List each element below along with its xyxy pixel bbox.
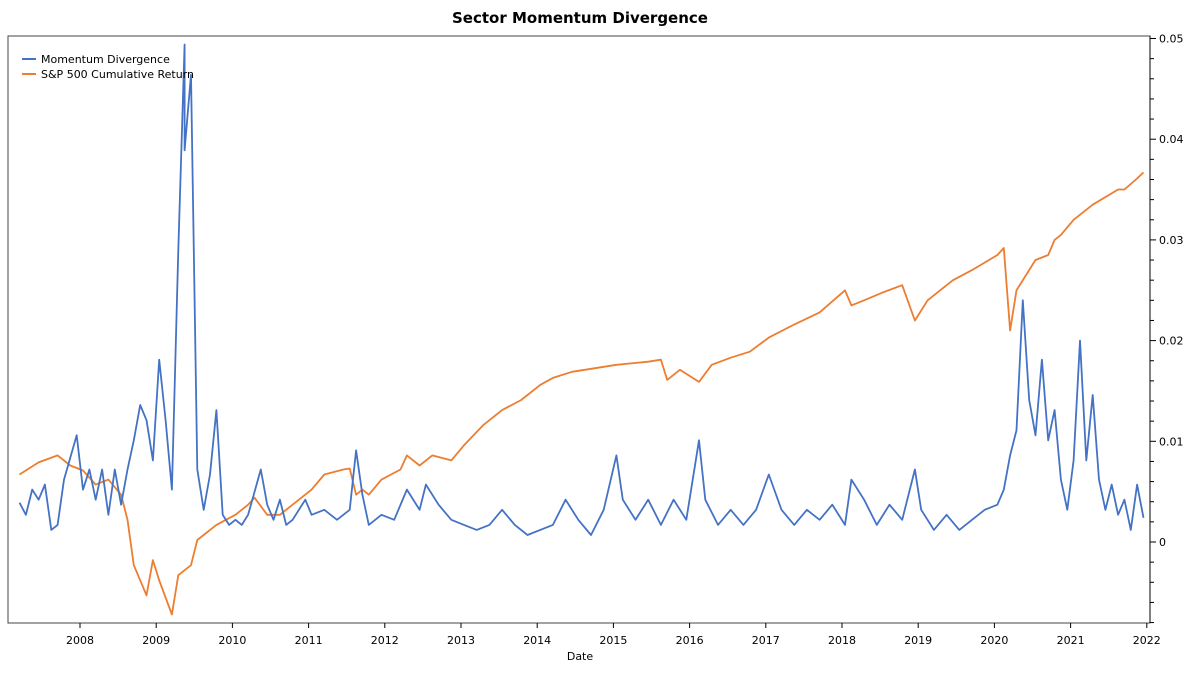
- y-tick-label: 0.01: [1159, 435, 1184, 448]
- y-axis: 0.05 0.04 0.03 0.02 0.01 0: [1149, 33, 1184, 624]
- x-tick-label: 2011: [295, 634, 323, 647]
- x-tick-label: 2013: [447, 634, 475, 647]
- x-tick-label: 2014: [523, 634, 551, 647]
- x-tick-label: 2017: [752, 634, 780, 647]
- x-tick-label: 2010: [218, 634, 246, 647]
- x-tick-label: 2018: [828, 634, 856, 647]
- x-tick-label: 2009: [142, 634, 170, 647]
- x-tick-label: 2008: [66, 634, 94, 647]
- y-tick-label: 0: [1159, 536, 1166, 549]
- series-line-momentum-divergence: [18, 43, 1145, 536]
- y-tick-label: 0.04: [1159, 133, 1184, 146]
- x-tick-label: 2022: [1133, 634, 1161, 647]
- chart-title: Sector Momentum Divergence: [452, 9, 708, 27]
- x-tick-label: 2016: [676, 634, 704, 647]
- legend: Momentum Divergence S&P 500 Cumulative Re…: [22, 53, 194, 81]
- series-line-s-p-500-cumulative-return: [19, 171, 1145, 616]
- x-tick-label: 2021: [1057, 634, 1085, 647]
- x-axis: 2008 2009 2010 2011 2012 2013 2014 2015 2016 2017…: [66, 623, 1161, 647]
- x-axis-label: Date: [566, 650, 594, 663]
- plot-frame: [7, 35, 1151, 624]
- x-tick-label: 2020: [980, 634, 1008, 647]
- y-tick-label: 0.02: [1159, 335, 1184, 348]
- x-tick-label: 2019: [904, 634, 932, 647]
- x-tick-label: 2015: [599, 634, 627, 647]
- y-tick-label: 0.03: [1159, 234, 1184, 247]
- series-lines: [18, 43, 1145, 616]
- y-tick-label: 0.05: [1159, 33, 1184, 46]
- x-tick-label: 2012: [371, 634, 399, 647]
- legend-label: Momentum Divergence: [41, 53, 170, 66]
- legend-label: S&P 500 Cumulative Return: [41, 68, 194, 81]
